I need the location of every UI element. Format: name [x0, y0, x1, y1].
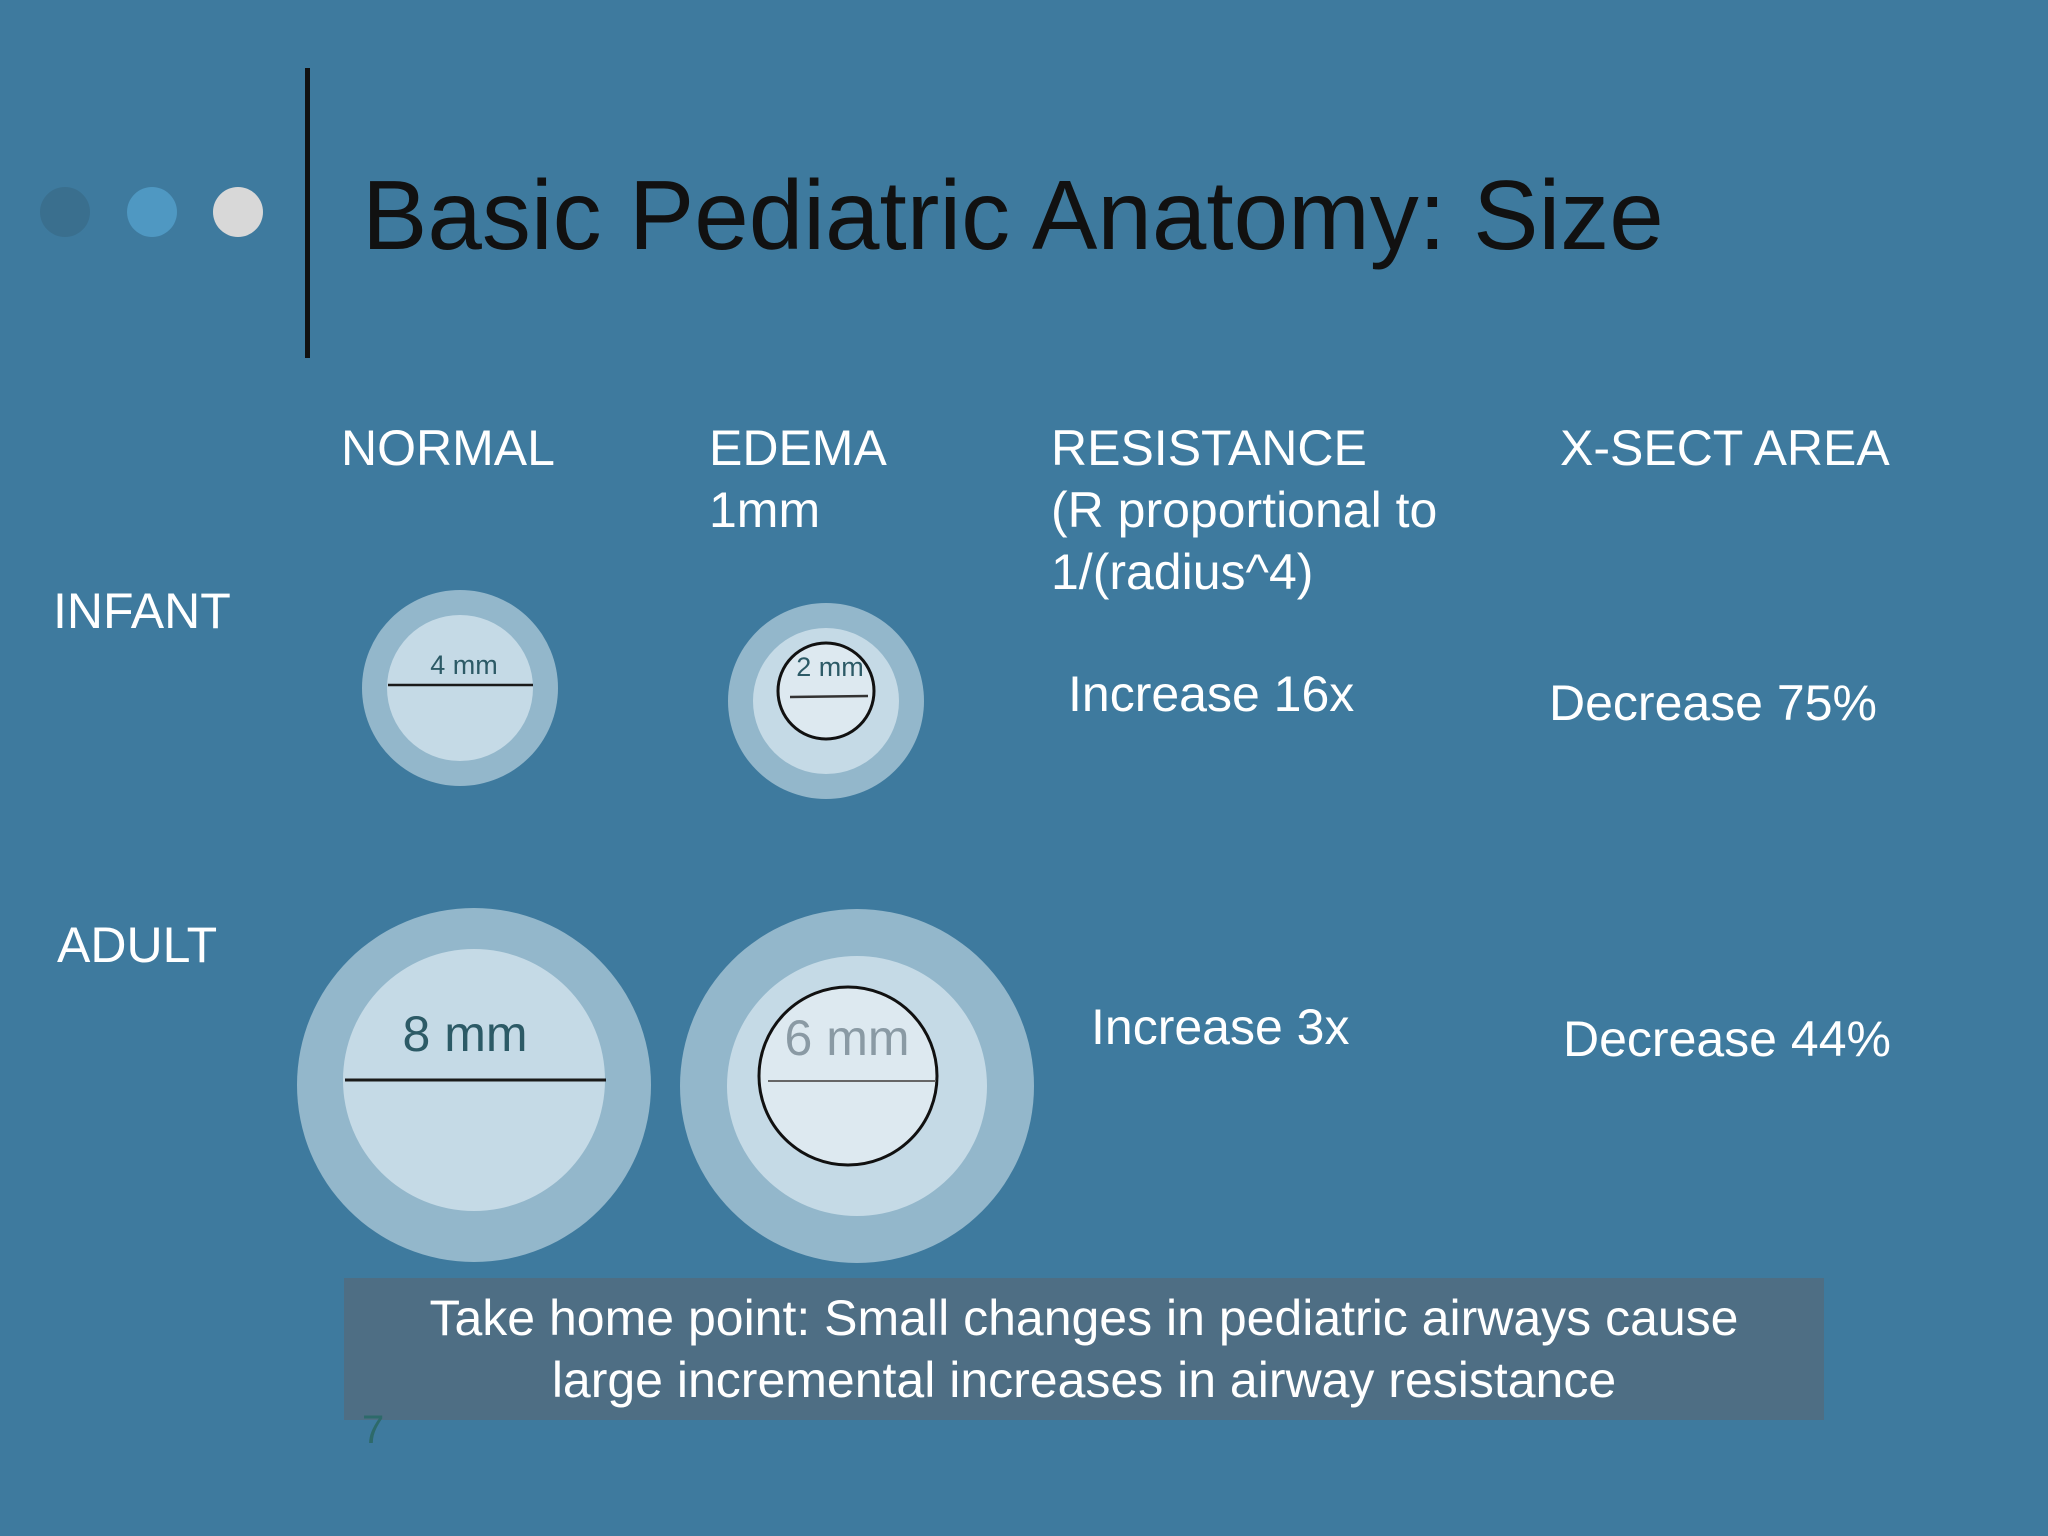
adult-edema-airway: 6 mm — [680, 909, 1034, 1263]
column-header-normal-text: NORMAL — [341, 420, 555, 476]
infant-normal-diameter-label: 4 mm — [430, 650, 498, 680]
take-home-callout: Take home point: Small changes in pediat… — [344, 1278, 1824, 1420]
decorative-dot-2 — [127, 187, 177, 237]
adult-normal-diameter-label: 8 mm — [403, 1006, 528, 1062]
column-header-resistance: RESISTANCE (R proportional to 1/(radius^… — [1051, 417, 1437, 603]
infant-area-value: Decrease 75% — [1549, 675, 1877, 731]
row-label-adult: ADULT — [57, 917, 218, 973]
column-header-resistance-line2: (R proportional to — [1051, 482, 1438, 538]
column-header-resistance-line1: RESISTANCE — [1051, 420, 1367, 476]
column-header-edema: EDEMA 1mm — [709, 417, 887, 541]
column-header-xsect-area-text: X-SECT AREA — [1560, 420, 1890, 476]
infant-edema-diameter-line — [789, 694, 869, 699]
column-header-edema-line1: EDEMA — [709, 420, 887, 476]
infant-edema-lumen — [776, 641, 876, 741]
column-header-normal: NORMAL — [341, 417, 555, 479]
callout-line-2: large incremental increases in airway re… — [551, 1352, 1617, 1408]
adult-area-value: Decrease 44% — [1563, 1011, 1891, 1067]
adult-edema-diameter-label: 6 mm — [785, 1010, 910, 1066]
decorative-dot-3 — [213, 187, 263, 237]
infant-normal-airway: 4 mm — [362, 590, 558, 786]
column-header-resistance-line3: 1/(radius^4) — [1051, 544, 1314, 600]
slide-title: Basic Pediatric Anatomy: Size — [362, 160, 1664, 270]
infant-normal-lumen — [387, 615, 533, 761]
column-header-edema-line2: 1mm — [709, 482, 821, 538]
column-header-xsect-area: X-SECT AREA — [1560, 417, 1890, 479]
infant-edema-diameter-label: 2 mm — [796, 652, 864, 682]
page-number: 7 — [362, 1408, 385, 1452]
decorative-dot-1 — [40, 187, 90, 237]
row-label-infant: INFANT — [53, 583, 231, 639]
infant-edema-airway: 2 mm — [728, 603, 924, 799]
infant-resistance-value: Increase 16x — [1068, 666, 1355, 722]
title-divider — [305, 68, 310, 358]
adult-resistance-value: Increase 3x — [1091, 999, 1350, 1055]
adult-normal-airway: 8 mm — [297, 908, 651, 1262]
callout-line-1: Take home point: Small changes in pediat… — [429, 1290, 1739, 1346]
adult-edema-lumen — [757, 985, 939, 1167]
